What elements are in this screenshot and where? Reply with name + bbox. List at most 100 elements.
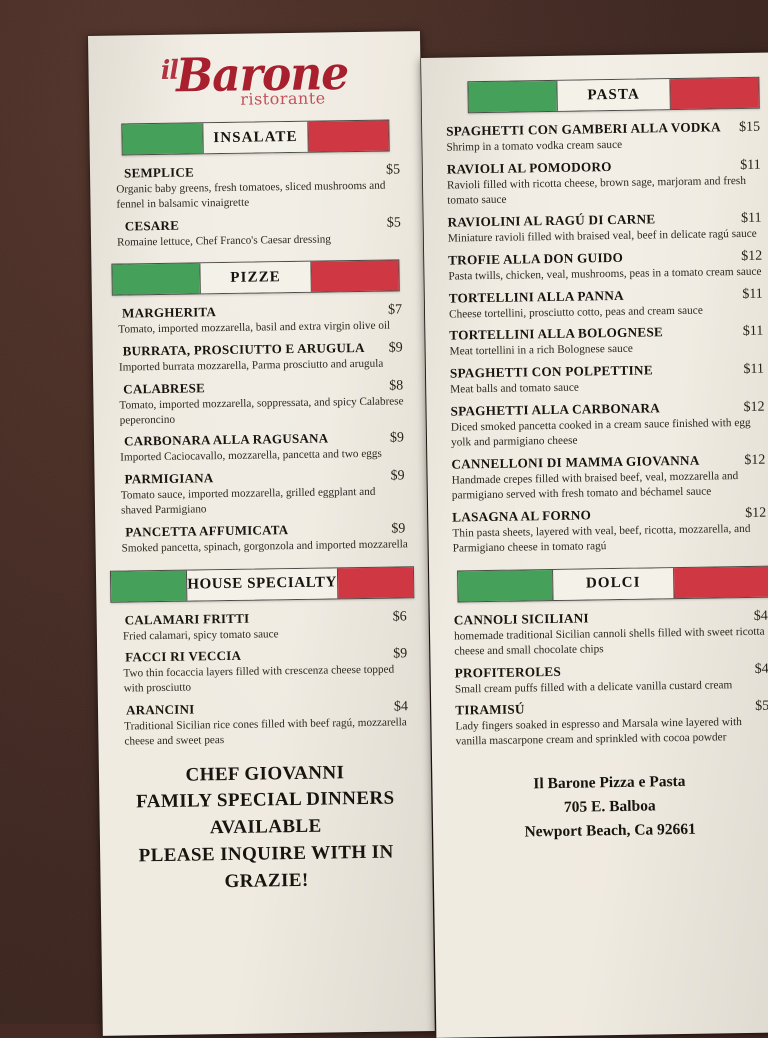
item-name: PROFITEROLES xyxy=(454,663,562,681)
logo-wordmark: ilBarone xyxy=(102,47,407,103)
menu-page-left: ilBarone ristorante INSALATE SEMPLICE $5… xyxy=(88,31,435,1036)
menu-item: RAVIOLINI AL RAGÚ DI CARNE $11 Miniature… xyxy=(447,209,761,246)
menu-item: FACCI RI VECCIA $9 Two thin focaccia lay… xyxy=(123,646,412,697)
item-name: CALABRESE xyxy=(123,380,206,397)
item-name: CARBONARA ALLA RAGUSANA xyxy=(123,430,329,449)
menu-item: LASAGNA AL FORNO $12 Thin pasta sheets, … xyxy=(452,505,767,557)
item-price: $12 xyxy=(741,248,763,264)
item-name: SPAGHETTI ALLA CARBONARA xyxy=(450,400,661,419)
flag-green-stripe xyxy=(112,263,200,296)
item-price: $11 xyxy=(740,157,761,173)
item-price: $12 xyxy=(744,452,766,469)
item-description: Fried calamari, spicy tomato sauce xyxy=(122,627,279,643)
flag-green-stripe xyxy=(468,80,557,113)
item-name: SEMPLICE xyxy=(123,164,195,181)
item-name: CANNOLI SICILIANI xyxy=(453,610,589,628)
item-description: Diced smoked pancetta cooked in a cream … xyxy=(450,417,751,449)
item-description: Organic baby greens, fresh tomatoes, sli… xyxy=(116,179,386,211)
item-name: CESARE xyxy=(124,217,180,234)
item-description: Imported Caciocavallo, mozzarella, pance… xyxy=(120,448,382,465)
item-name: TORTELLINI ALLA PANNA xyxy=(448,287,624,306)
item-price: $7 xyxy=(387,302,403,318)
menu-item: SPAGHETTI CON GAMBERI ALLA VODKA $15 Shr… xyxy=(446,119,760,156)
chef-special-notice: CHEF GIOVANNI FAMILY SPECIAL DINNERS AVA… xyxy=(113,759,419,898)
flag-green-stripe xyxy=(122,123,204,155)
flag-red-stripe xyxy=(670,77,759,110)
menu-item: RAVIOLI AL POMODORO $11 Ravioli filled w… xyxy=(447,157,762,209)
item-price: $11 xyxy=(743,361,765,378)
menu-item: CARBONARA ALLA RAGUSANA $9 Imported Caci… xyxy=(120,430,408,466)
item-price: $5 xyxy=(386,214,401,231)
restaurant-footer-address: Il Barone Pizza e Pasta 705 E. Balboa Ne… xyxy=(446,769,768,846)
item-price: $8 xyxy=(389,378,404,394)
item-list-insalate: SEMPLICE $5 Organic baby greens, fresh t… xyxy=(104,161,409,250)
menu-item: MARGHERITA $7 Tomato, imported mozzarell… xyxy=(118,302,406,338)
item-description: Romaine lettuce, Chef Franco's Caesar dr… xyxy=(116,232,332,249)
item-name: TORTELLINI ALLA BOLOGNESE xyxy=(449,324,664,344)
item-price: $5 xyxy=(385,162,401,178)
item-price: $6 xyxy=(392,608,407,625)
item-name: MARGHERITA xyxy=(122,304,217,321)
item-list-house-specialty: CALAMARI FRITTI $6 Fried calamari, spicy… xyxy=(111,608,417,749)
item-name: RAVIOLI AL POMODORO xyxy=(446,158,612,177)
item-price: $9 xyxy=(391,521,406,537)
menu-item: SPAGHETTI CON POLPETTINE $11 Meat balls … xyxy=(450,361,764,398)
item-price: $9 xyxy=(393,646,408,662)
item-description: Lady fingers soaked in espresso and Mars… xyxy=(455,716,742,748)
section-dolci: DOLCI CANNOLI SICILIANI $4 homemade trad… xyxy=(443,565,768,750)
item-name: CALAMARI FRITTI xyxy=(124,610,250,628)
item-price: $9 xyxy=(388,340,403,356)
item-name: TIRAMISÚ xyxy=(455,701,525,718)
section-banner-dolci: DOLCI xyxy=(457,565,768,603)
item-name: TROFIE ALLA DON GUIDO xyxy=(448,249,624,268)
item-price: $5 xyxy=(755,699,768,715)
menu-item: TIRAMISÚ $5 Lady fingers soaked in espre… xyxy=(455,698,768,750)
item-name: FACCI RI VECCIA xyxy=(125,648,242,665)
footer-line: Newport Beach, Ca 92661 xyxy=(524,821,696,841)
section-banner-pasta: PASTA xyxy=(467,76,760,114)
menu-item: BURRATA, PROSCIUTTO E ARUGULA $9 Importe… xyxy=(119,339,407,375)
item-name: PANCETTA AFFUMICATA xyxy=(125,521,289,540)
item-price: $4 xyxy=(753,608,768,624)
menu-item: SPAGHETTI ALLA CARBONARA $12 Diced smoke… xyxy=(450,399,765,451)
section-banner-pizze: PIZZE xyxy=(111,259,400,297)
menu-item: PROFITEROLES $4 Small cream puffs filled… xyxy=(455,660,768,697)
item-price: $12 xyxy=(743,399,765,416)
item-description: Imported burrata mozzarella, Parma prosc… xyxy=(118,357,384,374)
menu-item: PARMIGIANA $9 Tomato sauce, imported moz… xyxy=(120,468,409,519)
menu-item: CALABRESE $8 Tomato, imported mozzarella… xyxy=(119,377,408,428)
flag-white-stripe: INSALATE xyxy=(202,121,309,154)
item-list-dolci: CANNOLI SICILIANI $4 homemade traditiona… xyxy=(444,607,768,750)
item-price: $11 xyxy=(740,210,762,226)
item-description: homemade traditional Sicilian cannoli sh… xyxy=(453,625,765,658)
menu-item: CESARE $5 Romaine lettuce, Chef Franco's… xyxy=(117,214,405,250)
item-name: SPAGHETTI CON POLPETTINE xyxy=(449,362,653,381)
item-price: $11 xyxy=(742,324,764,340)
item-name: LASAGNA AL FORNO xyxy=(452,507,592,525)
item-description: Thin pasta sheets, layered with veal, be… xyxy=(452,522,751,555)
item-price: $9 xyxy=(390,468,405,484)
special-line: PLEASE INQUIRE WITH IN xyxy=(138,841,394,867)
item-description: Tomato, imported mozzarella, basil and e… xyxy=(118,319,391,336)
item-price: $15 xyxy=(739,119,761,136)
section-title: PASTA xyxy=(587,86,640,103)
section-title: DOLCI xyxy=(585,574,641,592)
section-pasta: PASTA SPAGHETTI CON GAMBERI ALLA VODKA $… xyxy=(435,76,768,557)
flag-green-stripe xyxy=(110,570,187,602)
item-description: Ravioli filled with ricotta cheese, brow… xyxy=(446,174,747,207)
flag-white-stripe: DOLCI xyxy=(551,567,675,600)
flag-red-stripe xyxy=(337,566,414,598)
flag-white-stripe: PASTA xyxy=(556,79,672,111)
special-line: GRAZIE! xyxy=(224,870,309,893)
item-price: $9 xyxy=(389,430,405,447)
menu-item: ARANCINI $4 Traditional Sicilian rice co… xyxy=(124,698,413,749)
menu-page-right: PASTA SPAGHETTI CON GAMBERI ALLA VODKA $… xyxy=(421,52,768,1038)
item-name: RAVIOLINI AL RAGÚ DI CARNE xyxy=(447,211,656,230)
section-banner-insalate: INSALATE xyxy=(121,119,390,156)
item-description: Tomato sauce, imported mozzarella, grill… xyxy=(120,486,376,517)
item-name: PARMIGIANA xyxy=(124,470,214,487)
item-list-pizze: MARGHERITA $7 Tomato, imported mozzarell… xyxy=(106,302,414,557)
flag-white-stripe: HOUSE SPECIALTY xyxy=(186,567,339,601)
item-name: ARANCINI xyxy=(125,701,195,718)
item-description: Smoked pancetta, spinach, gorgonzola and… xyxy=(121,538,408,555)
